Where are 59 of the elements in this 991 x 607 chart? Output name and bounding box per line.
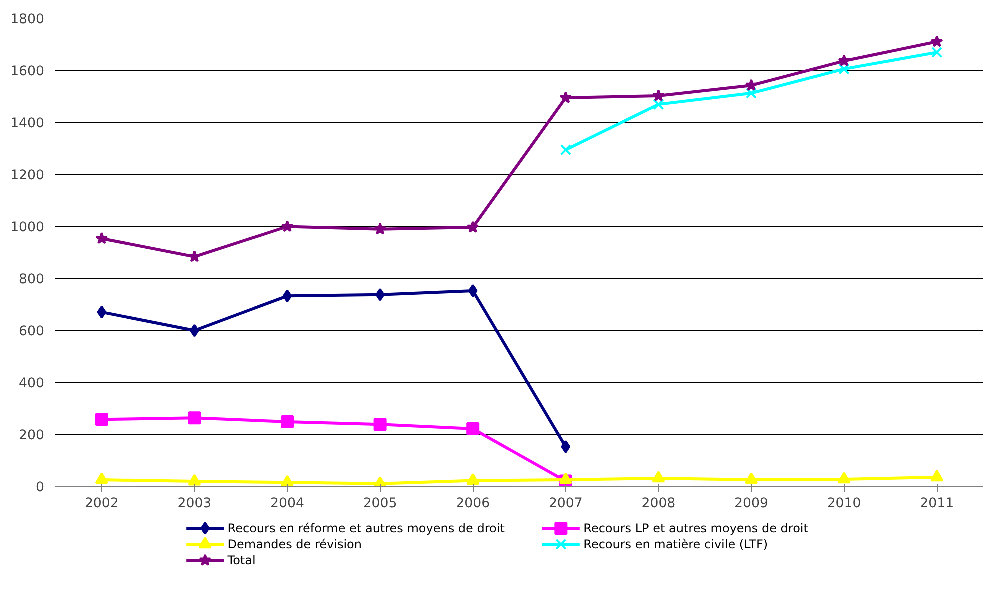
y-tick-label: 800 (19, 272, 45, 288)
point (282, 290, 292, 303)
point (376, 288, 385, 302)
point (97, 306, 107, 319)
legend-label: Recours en matière civile (LTF) (584, 538, 768, 552)
point (188, 250, 201, 262)
point (95, 413, 108, 426)
x-tick-label: 2007 (548, 496, 583, 512)
point (746, 88, 758, 99)
y-tick-label: 1400 (10, 116, 45, 132)
point (652, 471, 666, 483)
legend-label: Demandes de révision (228, 538, 362, 552)
y-tick-label: 1800 (10, 12, 45, 28)
point (466, 473, 480, 485)
point (96, 232, 108, 244)
point (466, 422, 480, 436)
point (930, 470, 944, 482)
point (281, 475, 294, 486)
legend-label: Recours en réforme et autres moyens de droit (228, 522, 506, 536)
x-tick-label: 2003 (178, 496, 212, 512)
point (188, 412, 202, 425)
y-tick-label: 200 (19, 428, 45, 444)
x-tick-label: 2010 (827, 496, 862, 512)
point (838, 64, 850, 75)
point (930, 35, 944, 48)
point (281, 416, 294, 429)
point (374, 418, 387, 432)
legend-label: Total (226, 554, 256, 568)
y-tick-label: 1000 (10, 220, 45, 236)
x-tick-label: 2009 (734, 496, 768, 512)
y-tick-label: 600 (19, 324, 45, 340)
y-tick-label: 1200 (10, 168, 45, 184)
point (838, 54, 851, 67)
point (560, 144, 572, 156)
y-tick-label: 0 (36, 480, 45, 496)
point (745, 472, 758, 484)
point (281, 220, 294, 232)
point (466, 221, 480, 233)
y-tick-label: 400 (19, 376, 45, 392)
point (652, 89, 665, 102)
x-tick-label: 2004 (270, 496, 304, 512)
y-tick-label: 1600 (10, 64, 45, 80)
point (561, 440, 571, 454)
x-tick-label: 2011 (920, 496, 954, 512)
point (653, 98, 664, 110)
point (190, 324, 200, 338)
point (468, 284, 478, 298)
x-tick-label: 2005 (363, 496, 398, 512)
x-tick-label: 2002 (84, 496, 119, 512)
point (374, 222, 387, 235)
point (838, 472, 851, 484)
x-tick-label: 2006 (456, 496, 490, 512)
point (560, 92, 572, 104)
point (932, 46, 943, 58)
x-tick-label: 2008 (642, 496, 676, 512)
legend-label: Recours LP et autres moyens de droit (584, 522, 809, 536)
point (188, 474, 202, 486)
point (745, 79, 758, 92)
point (95, 472, 108, 484)
